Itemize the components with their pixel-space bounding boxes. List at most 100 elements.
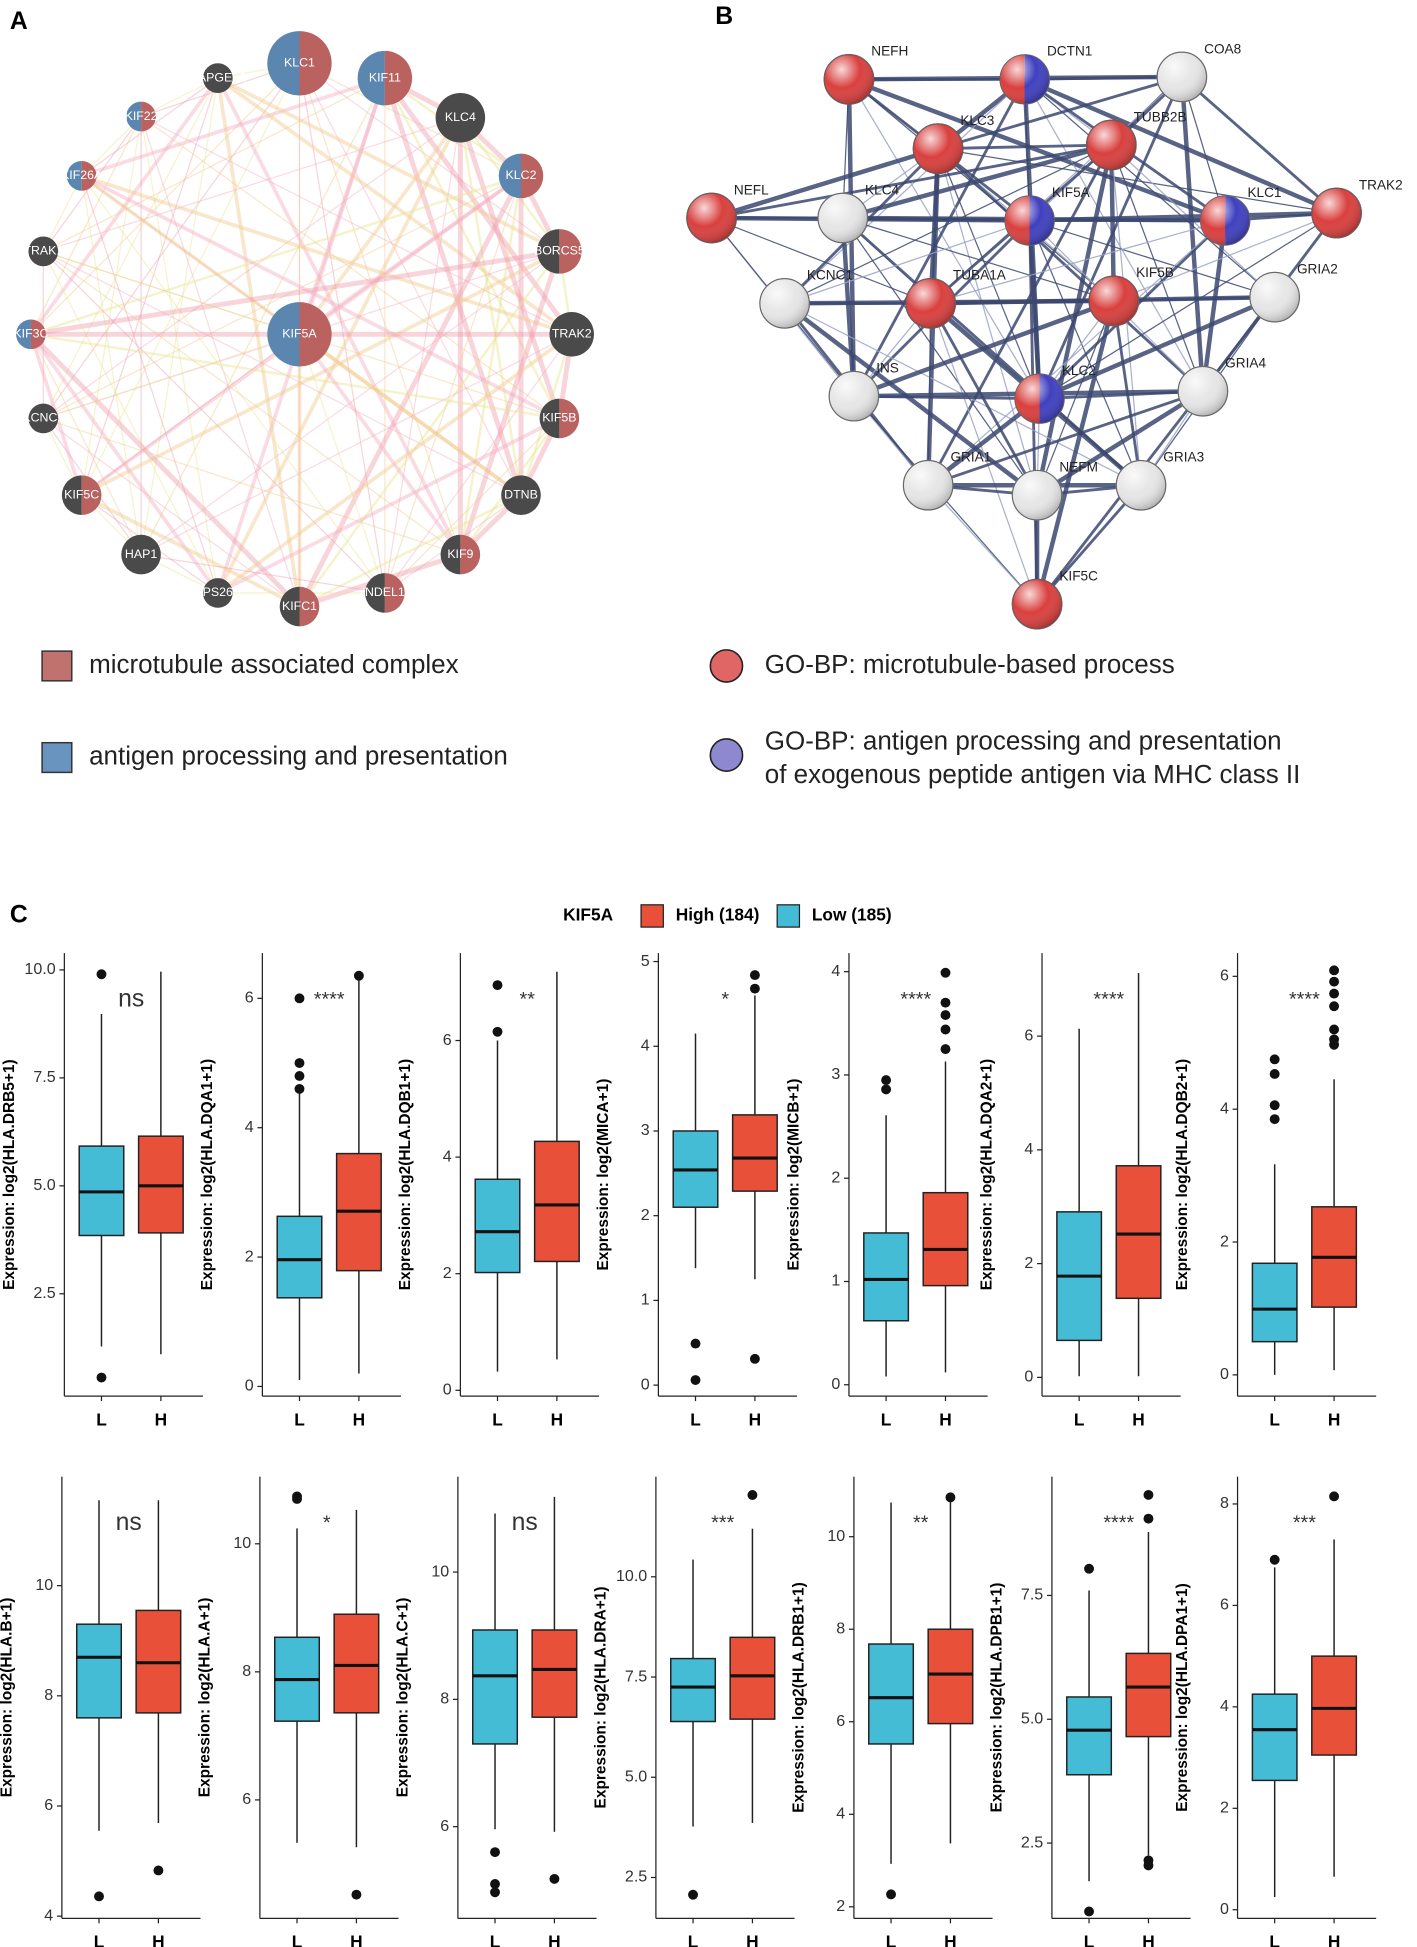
edge <box>298 63 386 594</box>
edge <box>43 333 300 420</box>
legend-label: of exogenous peptide antigen via MHC cla… <box>765 759 1301 789</box>
edge <box>298 62 522 496</box>
box <box>863 1232 910 1322</box>
outlier <box>1143 1513 1154 1524</box>
box-plot: 0 2 4 6 Expression: log2(HLA.DQA1+1) L H **** <box>199 953 401 1429</box>
x-tick-label: L <box>490 1932 501 1947</box>
edge <box>140 250 560 556</box>
node <box>357 50 385 106</box>
outlier <box>688 1889 698 1900</box>
edge <box>215 77 302 607</box>
edge <box>1113 212 1337 302</box>
node-label: GRIA1 <box>950 450 991 465</box>
edge <box>43 417 461 556</box>
x-tick-label: H <box>939 1409 952 1429</box>
x-tick-label: H <box>551 1409 564 1429</box>
edge <box>784 219 1030 304</box>
y-tick-label: 8 <box>242 1662 251 1680</box>
significance: **** <box>1289 988 1320 1010</box>
y-tick-label: 2.5 <box>33 1284 55 1302</box>
legend-label: GO-BP: antigen processing and presentati… <box>765 726 1282 756</box>
edge <box>1200 220 1228 392</box>
node-label: GRIA2 <box>1297 262 1338 277</box>
node-label: VPS26B <box>194 585 241 599</box>
box-plot: 2.5 5.0 7.5 Expression: log2(HLA.DPB1+1) L H *… <box>989 1476 1191 1947</box>
y-tick-label: 2 <box>1220 1799 1229 1817</box>
node <box>549 312 595 357</box>
edge <box>81 333 300 496</box>
outlier <box>749 983 760 994</box>
y-tick-label: 8 <box>836 1619 845 1637</box>
outlier <box>749 1353 760 1364</box>
edge <box>927 389 1204 487</box>
edge <box>140 116 301 607</box>
edge <box>937 148 1038 496</box>
outlier <box>96 1372 107 1383</box>
edge <box>1034 144 1114 496</box>
edge <box>842 217 1114 302</box>
edge <box>840 217 857 397</box>
node-shine <box>1177 365 1229 417</box>
x-tick-label: H <box>1328 1409 1341 1429</box>
x-tick-label: H <box>152 1932 165 1947</box>
edge <box>140 77 386 555</box>
significance: **** <box>1103 1512 1134 1534</box>
outlier <box>690 1375 701 1385</box>
network-a: KLC1 KIF11 RAPGEF2 KLC4 KIF22 KLC2 KIF26A BORCS… <box>13 31 595 774</box>
y-tick-label: 2 <box>443 1264 452 1282</box>
edge <box>459 117 523 496</box>
edge <box>81 175 142 555</box>
node <box>539 398 560 439</box>
node-shine <box>1011 469 1063 521</box>
node <box>30 319 46 350</box>
edge <box>297 174 524 608</box>
y-tick-label: 3 <box>831 1065 840 1083</box>
y-tick-label: 7.5 <box>1021 1586 1043 1604</box>
box-plots: KIF5A High (184) Low (185) 2.5 5.0 7.5 10.0 Exp… <box>0 904 1377 1947</box>
node-shine <box>1249 271 1300 323</box>
y-tick-label: 6 <box>1220 967 1229 985</box>
edge <box>42 250 461 556</box>
edge <box>927 484 1038 605</box>
y-tick-label: 5.0 <box>625 1768 647 1786</box>
significance: ns <box>116 1509 142 1536</box>
significance: ** <box>519 988 535 1010</box>
outlier <box>690 1338 701 1349</box>
edge <box>30 174 522 336</box>
node-label: KIF5B <box>542 411 576 425</box>
edge <box>1035 389 1205 498</box>
edge <box>298 63 461 555</box>
edge <box>299 62 522 177</box>
y-tick-label: 4 <box>836 1805 845 1823</box>
legend-label: High (184) <box>676 905 760 925</box>
edge <box>848 77 1226 223</box>
outlier <box>294 1083 305 1094</box>
edge <box>29 332 302 609</box>
edge <box>42 417 300 608</box>
box <box>276 1215 323 1299</box>
node-label: KCNC1 <box>22 411 64 425</box>
node-shine <box>817 192 869 244</box>
box <box>731 1114 778 1192</box>
y-tick-label: 2 <box>1220 1232 1229 1250</box>
node <box>299 586 320 627</box>
x-tick-label: L <box>294 1409 305 1429</box>
edge <box>937 148 1337 214</box>
edge <box>43 250 522 496</box>
y-tick-label: 6 <box>440 1817 449 1835</box>
node <box>501 475 541 515</box>
node-label: KLC4 <box>445 110 476 124</box>
x-tick-label: H <box>1142 1932 1155 1947</box>
node-label: KLC1 <box>284 56 315 70</box>
node-label: KIF5B <box>1136 265 1174 280</box>
edge <box>297 77 387 335</box>
y-tick-label: 6 <box>242 1790 251 1808</box>
node-shine <box>905 278 956 329</box>
node <box>267 302 300 367</box>
y-tick-label: 1 <box>641 1291 650 1309</box>
outlier <box>881 1084 892 1095</box>
edge <box>1113 295 1275 303</box>
y-axis-label: Expression: log2(HLA.B+1) <box>0 1598 16 1798</box>
node <box>460 534 481 575</box>
node-shine <box>912 123 964 174</box>
